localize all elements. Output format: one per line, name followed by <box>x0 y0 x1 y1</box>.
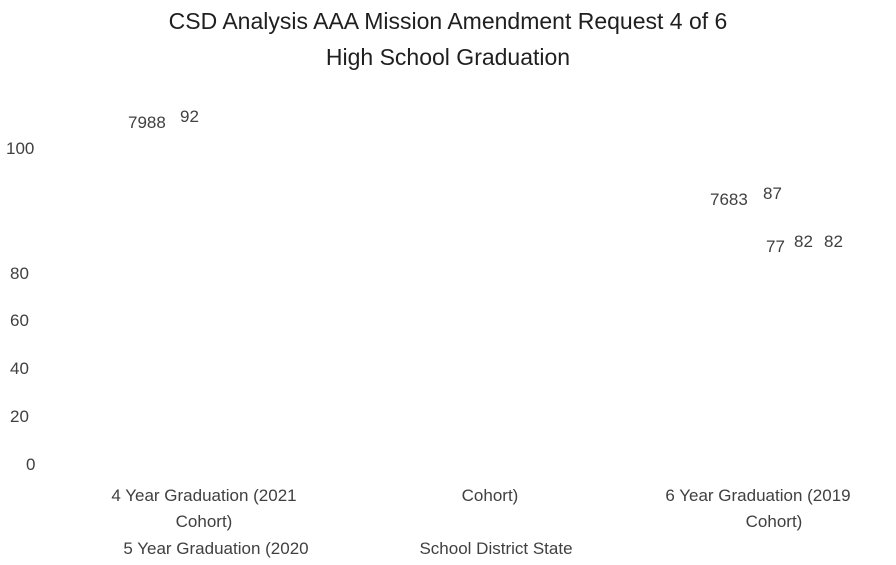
legend: School District State <box>419 539 573 558</box>
x-label: 4 Year Graduation (2021 <box>111 486 297 505</box>
y-tick-40: 40 <box>10 359 29 378</box>
data-label: 7988 <box>128 113 166 132</box>
y-tick-60: 60 <box>10 311 29 330</box>
data-label: 87 <box>763 184 782 203</box>
y-tick-0: 0 <box>26 455 36 474</box>
data-label: 7683 <box>710 190 748 209</box>
data-label: 82 <box>824 232 843 251</box>
x-label: Cohort) <box>461 486 519 505</box>
y-tick-20: 20 <box>10 407 29 426</box>
data-label: 77 <box>766 237 785 256</box>
data-label: 92 <box>180 107 199 126</box>
x-label: Cohort) <box>745 512 803 531</box>
y-tick-80: 80 <box>10 264 29 283</box>
chart-title: CSD Analysis AAA Mission Amendment Reque… <box>168 8 728 34</box>
chart-subtitle: High School Graduation <box>325 44 571 70</box>
y-tick-100: 100 <box>6 139 35 158</box>
x-label: 6 Year Graduation (2019 <box>665 486 851 505</box>
x-label: 5 Year Graduation (2020 <box>123 539 309 558</box>
data-label: 82 <box>794 232 813 251</box>
x-label: Cohort) <box>175 512 233 531</box>
